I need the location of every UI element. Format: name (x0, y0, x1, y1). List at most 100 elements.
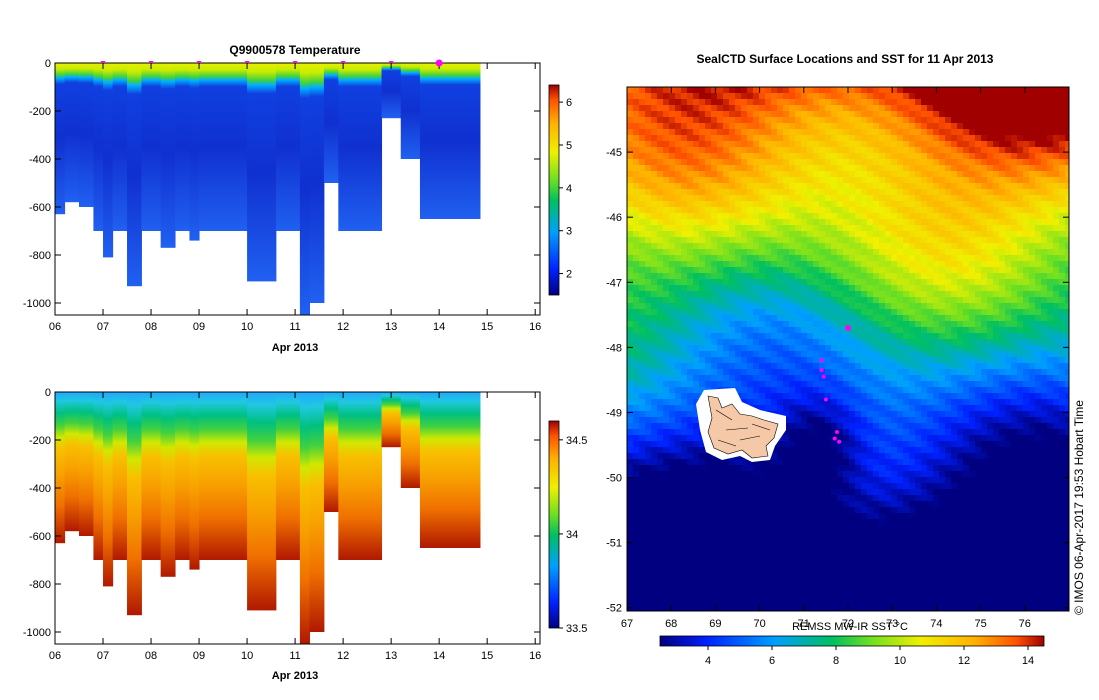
sst-cell (933, 369, 939, 375)
sst-cell (681, 219, 687, 225)
sst-cell (777, 189, 783, 195)
sst-cell (1065, 225, 1069, 231)
sst-cell (993, 447, 999, 453)
sst-cell (759, 111, 765, 117)
sst-cell (1041, 189, 1047, 195)
sst-cell (729, 249, 735, 255)
sst-cell (903, 369, 909, 375)
sst-cell (843, 87, 849, 93)
sst-cell (681, 213, 687, 219)
sst-cell (1053, 129, 1059, 135)
sst-cell (1017, 111, 1023, 117)
sst-cell (945, 321, 951, 327)
sst-cell (735, 123, 741, 129)
sst-cell (873, 447, 879, 453)
sst-cell (633, 201, 639, 207)
sst-cell (693, 471, 699, 477)
sst-cell (681, 243, 687, 249)
profile-column (160, 392, 176, 577)
sst-cell (993, 333, 999, 339)
sst-cell (855, 159, 861, 165)
sst-cell (801, 429, 807, 435)
sst-cell (663, 345, 669, 351)
sst-cell (1053, 399, 1059, 405)
sst-cell (705, 351, 711, 357)
sst-cell (693, 237, 699, 243)
profile-column (208, 63, 224, 231)
sst-cell (927, 249, 933, 255)
sst-cell (735, 135, 741, 141)
sst-cell (897, 423, 903, 429)
sst-cell (951, 381, 957, 387)
sst-cell (639, 417, 645, 423)
sst-cell (1011, 111, 1017, 117)
sst-cell (729, 99, 735, 105)
sst-cell (1005, 333, 1011, 339)
sst-cell (963, 411, 969, 417)
sst-cell (933, 123, 939, 129)
sst-cell (663, 387, 669, 393)
sst-cell (1047, 447, 1053, 453)
sst-cell (663, 273, 669, 279)
sst-cell (1059, 435, 1065, 441)
sst-cell (891, 453, 897, 459)
sst-cell (807, 393, 813, 399)
sst-cell (657, 465, 663, 471)
sst-cell (915, 207, 921, 213)
sst-cell (675, 441, 681, 447)
sst-cell (951, 249, 957, 255)
sst-cell (639, 387, 645, 393)
sst-cell (699, 153, 705, 159)
sst-cell (1017, 447, 1023, 453)
sst-cell (927, 207, 933, 213)
sst-cell (855, 351, 861, 357)
sst-cell (669, 147, 675, 153)
sst-cell (1023, 309, 1029, 315)
sst-cell (765, 219, 771, 225)
sst-cell (651, 225, 657, 231)
sst-cell (1005, 429, 1011, 435)
sst-cell (993, 123, 999, 129)
sst-cell (759, 387, 765, 393)
sst-cell (711, 213, 717, 219)
sst-cell (1059, 225, 1065, 231)
sst-cell (993, 219, 999, 225)
sst-cell (933, 459, 939, 465)
sst-cell (657, 339, 663, 345)
sst-cell (705, 249, 711, 255)
sst-cell (705, 147, 711, 153)
sst-cell (999, 219, 1005, 225)
sst-cell (1005, 363, 1011, 369)
colorbar-tick-label: 2 (566, 269, 572, 281)
sst-cell (915, 201, 921, 207)
sst-cell (963, 351, 969, 357)
sst-cell (771, 363, 777, 369)
sst-cell (933, 339, 939, 345)
sst-cell (759, 267, 765, 273)
sst-cell (879, 339, 885, 345)
sst-cell (933, 189, 939, 195)
sst-cell (807, 369, 813, 375)
sst-cell (627, 201, 633, 207)
sst-cell (741, 285, 747, 291)
sst-cell (753, 465, 759, 471)
sst-cell (837, 339, 843, 345)
profile-column (93, 63, 104, 231)
sst-cell (783, 123, 789, 129)
sst-cell (849, 141, 855, 147)
sst-cell (1029, 303, 1035, 309)
sst-cell (843, 285, 849, 291)
sst-cell (657, 105, 663, 111)
sst-cell (1005, 447, 1011, 453)
sst-cell (1011, 465, 1017, 471)
sst-cell (1041, 363, 1047, 369)
sst-cell (993, 213, 999, 219)
sst-cell (669, 369, 675, 375)
sst-cell (753, 459, 759, 465)
sst-cell (1053, 219, 1059, 225)
sst-cell (909, 429, 915, 435)
sst-cell (993, 159, 999, 165)
sst-cell (999, 345, 1005, 351)
sst-cell (753, 303, 759, 309)
sst-cell (1011, 261, 1017, 267)
